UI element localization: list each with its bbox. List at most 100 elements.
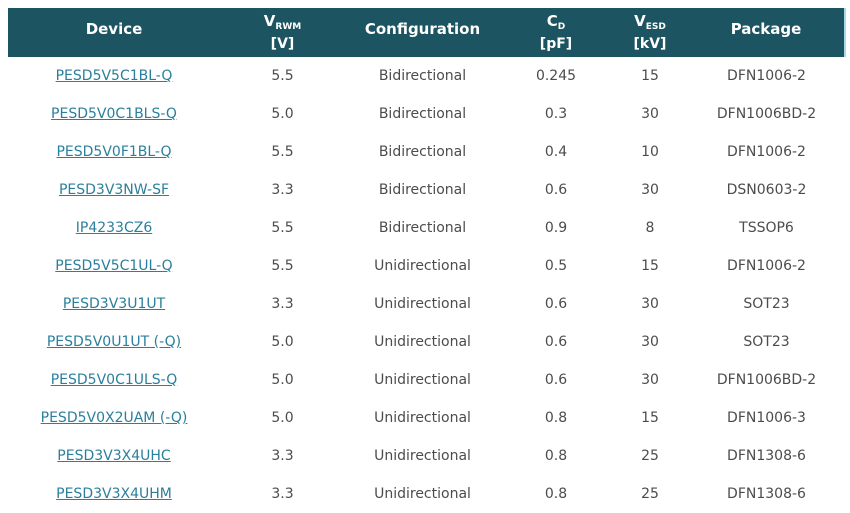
package-cell: TSSOP6 (739, 220, 794, 236)
vesd-cell: 30 (641, 372, 659, 388)
vesd-cell: 30 (641, 182, 659, 198)
device-link[interactable]: PESD5V0C1ULS-Q (50, 372, 178, 388)
vrwm-cell: 5.0 (271, 106, 294, 122)
configuration-cell: Unidirectional (374, 448, 471, 464)
device-cell: IP4233CZ6 (8, 209, 220, 247)
device-link[interactable]: PESD5V0X2UAM (-Q) (40, 410, 188, 426)
table-row: IP4233CZ6 5.5 Bidirectional 0.9 8 TSSOP6 (8, 209, 845, 247)
col-header-vesd-unit: [kV] (633, 36, 667, 52)
package-cell: DFN1006-2 (727, 144, 806, 160)
vrwm-cell: 3.3 (271, 296, 294, 312)
device-cell: PESD5V0F1BL-Q (8, 133, 220, 171)
vrwm-cell: 3.3 (271, 182, 294, 198)
col-header-vesd-label: V (634, 12, 646, 30)
vesd-cell: 25 (641, 486, 659, 502)
vrwm-cell: 5.0 (271, 334, 294, 350)
configuration-cell: Unidirectional (374, 486, 471, 502)
vesd-cell: 15 (641, 258, 659, 274)
col-header-cd: CD [pF] (500, 8, 612, 57)
cd-cell: 0.9 (544, 220, 568, 236)
vesd-cell: 30 (641, 296, 659, 312)
col-header-configuration: Configuration (345, 8, 500, 57)
package-cell: DFN1006-2 (727, 258, 806, 274)
table-row: PESD5V5C1BL-Q 5.5 Bidirectional 0.245 15… (8, 57, 845, 95)
vesd-cell: 8 (645, 220, 655, 236)
device-cell: PESD5V0C1ULS-Q (8, 361, 220, 399)
vrwm-cell: 3.3 (271, 448, 294, 464)
vesd-cell: 15 (641, 410, 659, 426)
col-header-vrwm-label: V (263, 12, 276, 30)
vesd-cell: 10 (641, 144, 659, 160)
cd-cell: 0.8 (544, 448, 568, 464)
device-cell: PESD3V3NW-SF (8, 171, 220, 209)
configuration-cell: Unidirectional (374, 296, 471, 312)
vrwm-cell: 5.5 (271, 220, 294, 236)
cd-cell: 0.6 (544, 182, 568, 198)
device-cell: PESD5V5C1BL-Q (8, 57, 220, 95)
configuration-cell: Bidirectional (378, 144, 467, 160)
device-cell: PESD3V3X4UHC (8, 437, 220, 475)
package-cell: DFN1006-3 (727, 410, 806, 426)
vesd-cell: 30 (641, 106, 659, 122)
col-header-vrwm-unit: [V] (270, 36, 295, 52)
device-link[interactable]: PESD5V0U1UT (-Q) (46, 334, 182, 350)
vesd-cell: 15 (641, 68, 659, 84)
device-link[interactable]: IP4233CZ6 (75, 220, 153, 236)
device-cell: PESD5V0X2UAM (-Q) (8, 399, 220, 437)
device-link[interactable]: PESD5V0C1BLS-Q (51, 106, 177, 122)
configuration-cell: Unidirectional (374, 258, 471, 274)
device-link[interactable]: PESD3V3NW-SF (58, 182, 170, 198)
package-cell: SOT23 (743, 334, 790, 350)
package-cell: DFN1006BD-2 (716, 372, 817, 388)
vesd-cell: 25 (641, 448, 659, 464)
table-body: PESD5V5C1BL-Q 5.5 Bidirectional 0.245 15… (8, 57, 845, 513)
configuration-cell: Bidirectional (378, 106, 467, 122)
cd-cell: 0.5 (544, 258, 568, 274)
package-cell: DSN0603-2 (726, 182, 807, 198)
col-header-device: Device (8, 8, 220, 57)
col-header-vesd: VESD [kV] (612, 8, 688, 57)
col-header-vrwm: VRWM [V] (220, 8, 345, 57)
table-row: PESD5V0C1ULS-Q 5.0 Unidirectional 0.6 30… (8, 361, 845, 399)
table-row: PESD5V5C1UL-Q 5.5 Unidirectional 0.5 15 … (8, 247, 845, 285)
vrwm-cell: 5.0 (271, 410, 294, 426)
package-cell: DFN1006-2 (727, 68, 806, 84)
package-cell: DFN1308-6 (727, 486, 806, 502)
device-selection-table: Device VRWM [V] Configuration CD [pF] VE… (8, 8, 846, 513)
col-header-package: Package (688, 8, 846, 57)
table-row: PESD5V0U1UT (-Q) 5.0 Unidirectional 0.6 … (8, 323, 845, 361)
vrwm-cell: 5.0 (271, 372, 294, 388)
table-row: PESD5V0C1BLS-Q 5.0 Bidirectional 0.3 30 … (8, 95, 845, 133)
table-header: Device VRWM [V] Configuration CD [pF] VE… (8, 8, 846, 57)
col-header-configuration-label: Configuration (364, 20, 481, 38)
device-cell: PESD3V3X4UHM (8, 475, 220, 513)
device-cell: PESD3V3U1UT (8, 285, 220, 323)
cd-cell: 0.3 (544, 106, 568, 122)
table-row: PESD3V3X4UHC 3.3 Unidirectional 0.8 25 D… (8, 437, 845, 475)
configuration-cell: Unidirectional (374, 410, 471, 426)
package-cell: SOT23 (743, 296, 790, 312)
table-row: PESD3V3X4UHM 3.3 Unidirectional 0.8 25 D… (8, 475, 845, 513)
device-link[interactable]: PESD5V5C1BL-Q (55, 68, 173, 84)
cd-cell: 0.6 (544, 334, 568, 350)
cd-cell: 0.4 (544, 144, 568, 160)
col-header-package-label: Package (730, 20, 802, 38)
device-link[interactable]: PESD5V0F1BL-Q (56, 144, 172, 160)
device-cell: PESD5V0U1UT (-Q) (8, 323, 220, 361)
col-header-device-label: Device (85, 20, 143, 38)
cd-cell: 0.8 (544, 486, 568, 502)
table-row: PESD3V3U1UT 3.3 Unidirectional 0.6 30 SO… (8, 285, 845, 323)
configuration-cell: Unidirectional (374, 334, 471, 350)
device-link[interactable]: PESD3V3X4UHC (57, 448, 171, 464)
vesd-cell: 30 (641, 334, 659, 350)
device-cell: PESD5V0C1BLS-Q (8, 95, 220, 133)
device-link[interactable]: PESD3V3X4UHM (56, 486, 172, 502)
device-link[interactable]: PESD3V3U1UT (62, 296, 166, 312)
col-header-cd-label: C (546, 12, 558, 30)
table-header-row: Device VRWM [V] Configuration CD [pF] VE… (8, 8, 846, 57)
table-row: PESD5V0F1BL-Q 5.5 Bidirectional 0.4 10 D… (8, 133, 845, 171)
device-link[interactable]: PESD5V5C1UL-Q (55, 258, 173, 274)
package-cell: DFN1006BD-2 (716, 106, 817, 122)
cd-cell: 0.8 (544, 410, 568, 426)
vrwm-cell: 5.5 (271, 258, 294, 274)
